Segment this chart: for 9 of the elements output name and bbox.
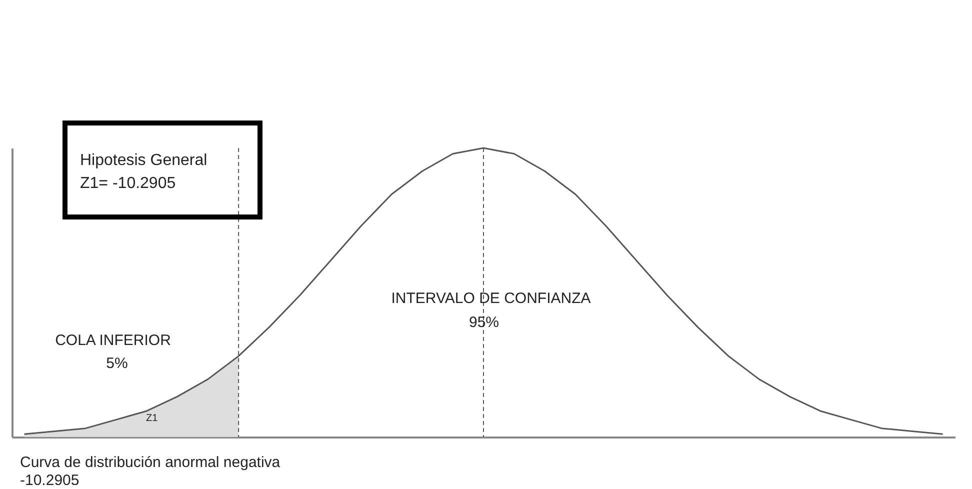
annotation: INTERVALO DE CONFIANZA	[391, 290, 591, 307]
text: Curva de distribución anormal negativa	[20, 454, 281, 471]
annotation: Hipotesis General	[80, 152, 208, 169]
annotation: COLA INFERIOR	[55, 332, 172, 349]
annotation: 5%	[106, 355, 128, 372]
annotation: Z1= -10.2905	[80, 175, 176, 192]
annotation: Z1	[146, 413, 158, 424]
text: -10.2905	[20, 472, 80, 489]
annotation: 95%	[468, 314, 500, 331]
